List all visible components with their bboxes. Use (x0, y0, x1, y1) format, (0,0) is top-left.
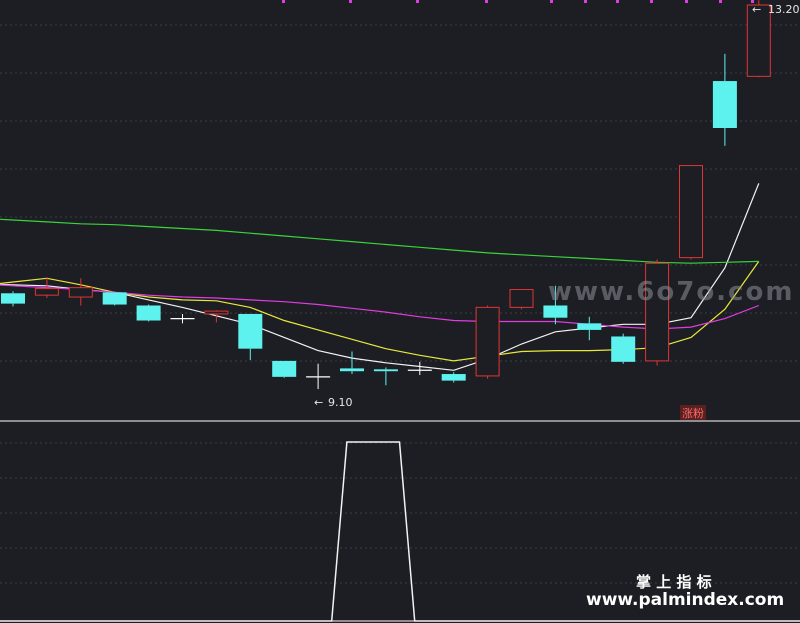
candle-body-14 (475, 306, 500, 377)
candle-body-19 (645, 262, 670, 362)
top-marker-9 (719, 0, 722, 3)
candles (1, 0, 771, 390)
ma-line-magenta (0, 284, 760, 330)
candle-4 (136, 304, 161, 322)
high-arrow: ← (752, 3, 761, 16)
watermark-top: www.6o7o.com (548, 277, 794, 307)
top-marker-0 (282, 0, 285, 3)
candle-body-17 (577, 323, 602, 330)
top-marker-6 (616, 0, 619, 3)
candle-body-0 (1, 293, 25, 304)
candle-body-22 (746, 4, 771, 77)
candle-6 (204, 310, 229, 323)
limit-up-badge-bg (680, 405, 706, 420)
candle-1 (34, 277, 59, 298)
candle-body-21 (712, 81, 737, 129)
candle-body-18 (611, 336, 636, 362)
limit-up-badge: 涨粉 (682, 407, 704, 420)
candle-body-7 (238, 313, 263, 349)
top-marker-7 (650, 0, 653, 3)
candle-body-10 (340, 368, 364, 372)
candle-12 (407, 361, 432, 375)
top-marker-4 (550, 0, 553, 3)
candle-body-8 (272, 360, 297, 377)
candle-body-16 (543, 305, 568, 318)
high-price-label: 13.20 (768, 3, 800, 16)
grid-lines (0, 24, 800, 622)
ma-line-green (0, 218, 759, 264)
low-arrow: ← (314, 396, 323, 409)
candle-9 (306, 363, 331, 390)
candle-22 (746, 0, 771, 78)
candle-0 (1, 291, 25, 307)
low-price-label: 9.10 (328, 396, 353, 409)
top-marker-5 (584, 0, 587, 3)
candle-2 (68, 278, 93, 306)
candle-body-3 (102, 292, 127, 305)
top-marker-2 (416, 0, 419, 3)
candle-body-20 (679, 165, 703, 259)
candle-17 (577, 316, 602, 341)
top-marker-3 (485, 0, 488, 3)
candle-16 (543, 285, 568, 325)
candle-body-15 (509, 289, 534, 308)
watermark-bottom-url: www.palmindex.com (586, 590, 784, 610)
candle-10 (340, 351, 364, 375)
candle-body-1 (34, 288, 59, 296)
candle-15 (509, 289, 534, 310)
candle-20 (679, 165, 703, 260)
candle-21 (712, 53, 737, 146)
candle-19 (645, 259, 670, 366)
top-marker-10 (751, 0, 754, 3)
candle-body-6 (204, 310, 229, 315)
top-marker-8 (685, 0, 688, 3)
indicator-subplot (0, 441, 800, 622)
candle-body-4 (136, 305, 161, 321)
candle-11 (373, 367, 398, 386)
top-marker-1 (349, 0, 352, 3)
candle-3 (102, 292, 127, 306)
top-markers (282, 0, 754, 3)
candle-13 (441, 372, 466, 383)
watermark-bottom-title: 掌 上 指 标 (636, 573, 712, 591)
candle-body-11 (373, 369, 398, 372)
candle-18 (611, 333, 636, 364)
candle-body-13 (441, 374, 466, 381)
candle-14 (475, 305, 500, 379)
candle-body-2 (68, 287, 93, 298)
candle-7 (238, 313, 263, 360)
candle-5 (170, 313, 195, 324)
indicator-line (0, 441, 800, 622)
candle-8 (272, 360, 297, 378)
